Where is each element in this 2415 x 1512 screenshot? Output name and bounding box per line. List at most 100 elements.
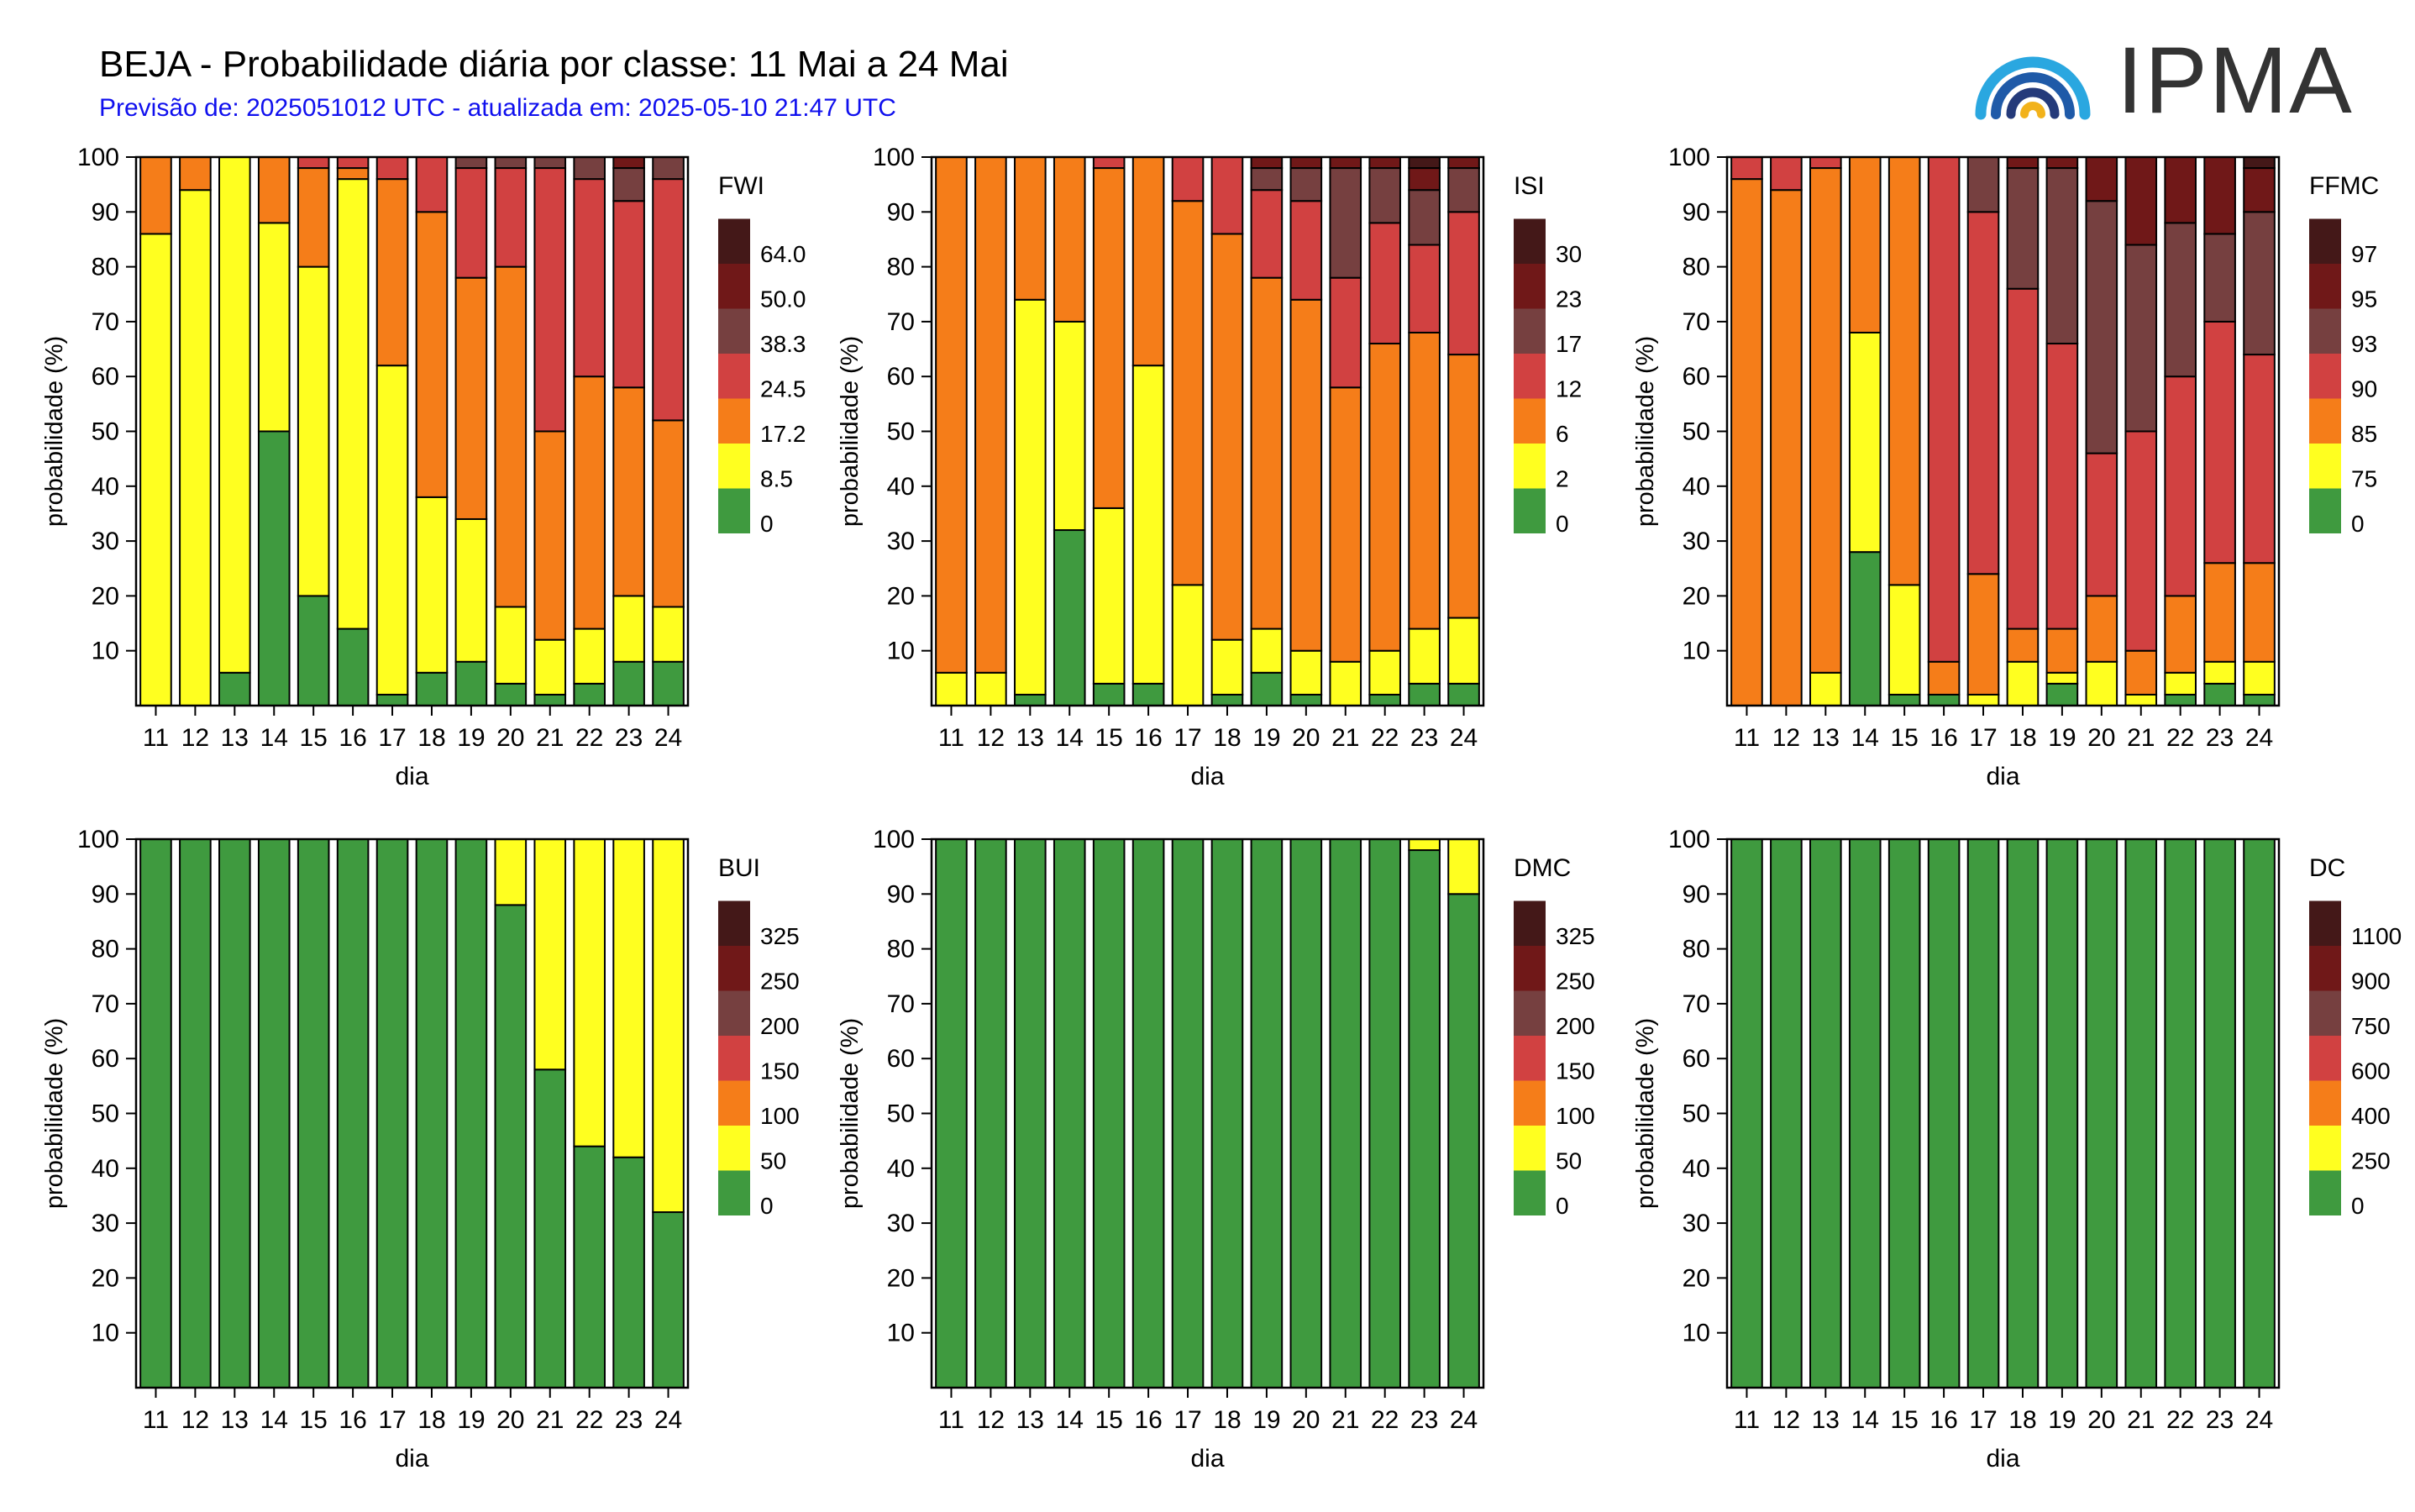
bar-segment [1368, 693, 1401, 707]
bar-segment [454, 517, 488, 663]
legend-swatch [1514, 264, 1546, 309]
legend-label: 0 [1556, 511, 1569, 537]
bar-segment [415, 211, 449, 498]
y-tick-label: 60 [1683, 363, 1710, 391]
x-tick-label: 24 [1450, 1406, 1478, 1434]
x-tick-label: 20 [1292, 1406, 1320, 1434]
legend-swatch [718, 1080, 750, 1126]
x-tick-label: 11 [143, 724, 169, 752]
legend-swatch [718, 444, 750, 489]
x-tick-label: 17 [1969, 724, 1997, 752]
x-tick-label: 17 [1969, 1406, 1997, 1434]
bar-segment [1210, 638, 1244, 696]
y-tick-label: 100 [1668, 826, 1710, 853]
legend-label: 93 [2351, 331, 2377, 357]
bar-segment [1329, 838, 1362, 1389]
forecast-subtitle: Previsão de: 2025051012 UTC - atualizada… [99, 94, 896, 122]
bar-segment [1887, 838, 1921, 1389]
legend-swatch [2309, 1126, 2341, 1171]
x-tick-label: 14 [1056, 724, 1084, 752]
bar-segment [1329, 386, 1362, 663]
bar-segment [612, 595, 645, 663]
bar-segment [1131, 838, 1165, 1389]
x-tick-label: 19 [1252, 1406, 1280, 1434]
x-axis-label: dia [1986, 1445, 2019, 1473]
y-tick-label: 60 [887, 1045, 915, 1073]
bar-segment [573, 375, 606, 630]
legend-swatch [718, 990, 750, 1036]
bar-segment [1848, 551, 1882, 706]
x-tick-label: 20 [496, 724, 524, 752]
y-tick-label: 20 [887, 582, 915, 610]
bar-segment [1368, 167, 1401, 224]
bar-segment [1966, 211, 2000, 575]
x-tick-label: 11 [938, 724, 964, 752]
bar-segment [494, 156, 528, 170]
x-tick-label: 17 [378, 724, 406, 752]
chart-ffmc: 11 12 13 14 15 16 17 18 19 20 21 22 23 24 10 20 30 40 50 60… [1632, 144, 2379, 790]
x-tick-label: 17 [1173, 724, 1201, 752]
bar-segment [2164, 693, 2197, 707]
x-tick-label: 16 [339, 724, 366, 752]
bar-segment [1014, 156, 1047, 301]
bar-segment [2243, 838, 2276, 1389]
x-tick-label: 23 [2206, 1406, 2234, 1434]
y-tick-label: 50 [92, 1100, 119, 1128]
legend-title: DMC [1514, 854, 1571, 882]
bar-segment [1408, 189, 1441, 246]
x-tick-label: 21 [2127, 724, 2155, 752]
bar-segment [2124, 649, 2158, 696]
bar-segment [652, 606, 685, 663]
x-tick-label: 22 [1371, 1406, 1399, 1434]
bar-segment [652, 178, 685, 422]
y-tick-label: 100 [77, 144, 119, 171]
bar-segment [139, 233, 172, 707]
x-tick-label: 15 [1890, 1406, 1918, 1434]
legend-swatch [718, 218, 750, 264]
bar-segment [2045, 682, 2079, 707]
legend-title: FWI [718, 172, 764, 200]
legend-label: 250 [760, 969, 800, 995]
legend-label: 325 [1556, 923, 1595, 949]
legend-title: DC [2309, 854, 2345, 882]
y-tick-label: 80 [1683, 254, 1710, 281]
bar-segment [935, 156, 968, 674]
bar-segment [2243, 211, 2276, 356]
x-tick-label: 19 [457, 724, 485, 752]
bar-segment [1447, 682, 1480, 707]
legend-swatch [1514, 946, 1546, 991]
bar-segment [1368, 156, 1401, 170]
bar-segment [2243, 354, 2276, 564]
x-tick-label: 16 [1929, 724, 1957, 752]
bar-segment [652, 660, 685, 707]
legend-swatch [718, 354, 750, 399]
y-tick-label: 30 [92, 528, 119, 555]
y-tick-label: 50 [887, 418, 915, 446]
x-tick-label: 19 [2048, 1406, 2076, 1434]
legend-swatch [2309, 444, 2341, 489]
bar-segment [652, 838, 685, 1214]
legend-label: 325 [760, 923, 800, 949]
bar-segment [974, 671, 1007, 707]
legend-label: 97 [2351, 241, 2377, 267]
legend-swatch [1514, 1036, 1546, 1081]
bar-segment [2124, 244, 2158, 433]
legend-label: 0 [1556, 1193, 1569, 1219]
bar-segment [612, 200, 645, 389]
bar-segment [1848, 331, 1882, 554]
y-tick-label: 10 [887, 638, 915, 665]
bar-segment [297, 838, 330, 1389]
x-tick-label: 13 [221, 724, 249, 752]
bar-segment [297, 595, 330, 707]
x-tick-label: 21 [536, 724, 564, 752]
y-tick-label: 90 [92, 198, 119, 226]
bar-segment [415, 671, 449, 707]
legend-swatch [2309, 1080, 2341, 1126]
x-tick-label: 22 [1371, 724, 1399, 752]
y-tick-label: 40 [1683, 1155, 1710, 1183]
bar-segment [218, 838, 251, 1389]
bar-segment [1887, 693, 1921, 707]
y-tick-label: 10 [887, 1320, 915, 1347]
bar-segment [336, 838, 370, 1389]
bar-segment [454, 838, 488, 1389]
